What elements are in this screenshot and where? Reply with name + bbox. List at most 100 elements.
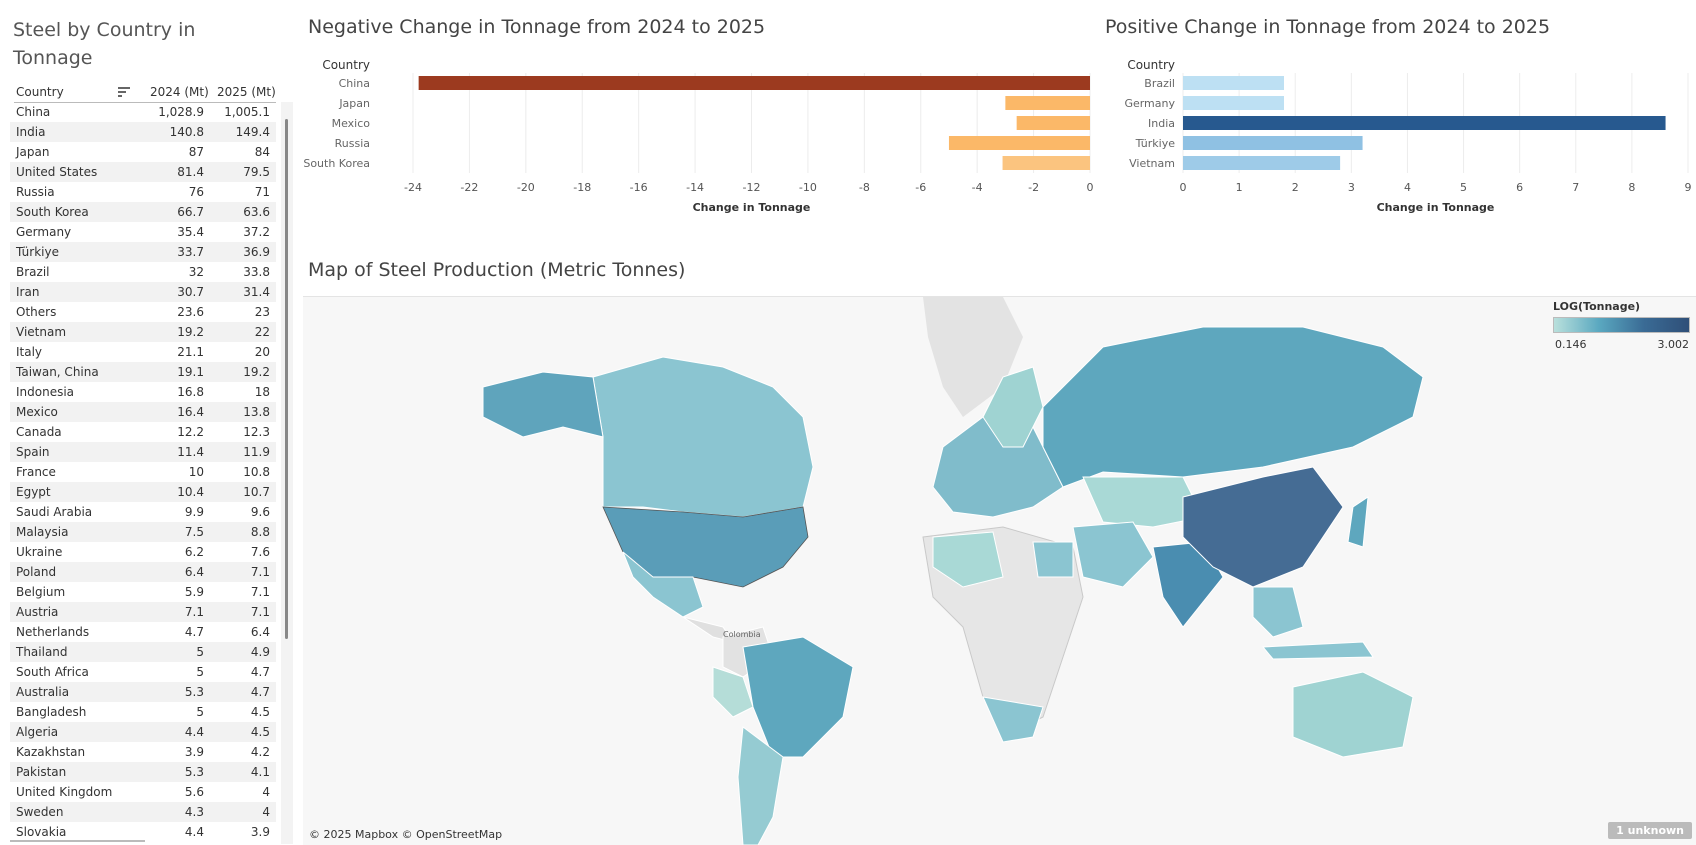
cell-2025: 20 xyxy=(254,345,270,359)
table-row[interactable]: Slovakia 4.4 3.9 xyxy=(10,822,276,842)
region-australia[interactable] xyxy=(1292,671,1414,758)
region-kazakhstan[interactable] xyxy=(1082,476,1204,528)
steel-production-map[interactable]: Colombia © 2025 Mapbox © OpenStreetMap 1… xyxy=(303,296,1696,845)
table-row[interactable]: Kazakhstan 3.9 4.2 xyxy=(10,742,276,762)
table-row[interactable]: Canada 12.2 12.3 xyxy=(10,422,276,442)
cell-2024: 140.8 xyxy=(169,125,204,139)
cell-2024: 16.4 xyxy=(177,405,204,419)
table-row[interactable]: Malaysia 7.5 8.8 xyxy=(10,522,276,542)
table-row[interactable]: India 140.8 149.4 xyxy=(10,122,276,142)
category-label: Germany xyxy=(1124,97,1175,110)
table-horizontal-scrollbar[interactable] xyxy=(10,840,145,842)
unknown-badge[interactable]: 1 unknown xyxy=(1608,822,1692,839)
table-row[interactable]: Spain 11.4 11.9 xyxy=(10,442,276,462)
region-argentina[interactable] xyxy=(737,726,784,845)
table-row[interactable]: Thailand 5 4.9 xyxy=(10,642,276,662)
table-row[interactable]: China 1,028.9 1,005.1 xyxy=(10,102,276,122)
region-canada[interactable] xyxy=(592,356,814,518)
table-row[interactable]: Poland 6.4 7.1 xyxy=(10,562,276,582)
cell-2025: 37.2 xyxy=(243,225,270,239)
cell-2025: 10.7 xyxy=(243,485,270,499)
table-row[interactable]: Japan 87 84 xyxy=(10,142,276,162)
cell-2025: 13.8 xyxy=(243,405,270,419)
region-alaska[interactable] xyxy=(482,371,604,438)
bar[interactable] xyxy=(418,76,1090,90)
cell-2025: 4 xyxy=(262,805,270,819)
table-row[interactable]: Italy 21.1 20 xyxy=(10,342,276,362)
region-japan[interactable] xyxy=(1347,495,1369,548)
table-row[interactable]: Netherlands 4.7 6.4 xyxy=(10,622,276,642)
negative-chart-title: Negative Change in Tonnage from 2024 to … xyxy=(308,16,766,38)
table-row[interactable]: Mexico 16.4 13.8 xyxy=(10,402,276,422)
table-row[interactable]: United Kingdom 5.6 4 xyxy=(10,782,276,802)
category-label: China xyxy=(339,77,370,90)
cell-country: United Kingdom xyxy=(16,785,113,799)
table-row[interactable]: South Korea 66.7 63.6 xyxy=(10,202,276,222)
table-scrollbar[interactable] xyxy=(281,102,293,844)
cell-country: India xyxy=(16,125,46,139)
bar[interactable] xyxy=(1183,116,1666,130)
region-egypt[interactable] xyxy=(1032,541,1074,578)
table-scroll-thumb[interactable] xyxy=(285,119,288,639)
region-algeria[interactable] xyxy=(932,531,1004,588)
bar[interactable] xyxy=(1183,76,1284,90)
table-title: Steel by Country in Tonnage xyxy=(13,19,196,69)
bar[interactable] xyxy=(1183,136,1363,150)
table-row[interactable]: Vietnam 19.2 22 xyxy=(10,322,276,342)
cell-country: Ukraine xyxy=(16,545,63,559)
bar[interactable] xyxy=(1005,96,1090,110)
header-country[interactable]: Country xyxy=(16,85,64,99)
table-row[interactable]: Iran 30.7 31.4 xyxy=(10,282,276,302)
region-south-africa[interactable] xyxy=(982,696,1044,743)
table-row[interactable]: Russia 76 71 xyxy=(10,182,276,202)
header-2024[interactable]: 2024 (Mt) xyxy=(150,85,209,99)
table-row[interactable]: Belgium 5.9 7.1 xyxy=(10,582,276,602)
table-row[interactable]: Algeria 4.4 4.5 xyxy=(10,722,276,742)
table-row[interactable]: Bangladesh 5 4.5 xyxy=(10,702,276,722)
region-china[interactable] xyxy=(1182,466,1344,588)
table-row[interactable]: Pakistan 5.3 4.1 xyxy=(10,762,276,782)
table-row[interactable]: France 10 10.8 xyxy=(10,462,276,482)
cell-country: United States xyxy=(16,165,98,179)
table-row[interactable]: United States 81.4 79.5 xyxy=(10,162,276,182)
tick-label: 9 xyxy=(1685,181,1692,194)
table-row[interactable]: Others 23.6 23 xyxy=(10,302,276,322)
cell-country: Germany xyxy=(16,225,72,239)
region-brazil[interactable] xyxy=(742,636,854,758)
region-mexico[interactable] xyxy=(622,551,704,618)
table-row[interactable]: Germany 35.4 37.2 xyxy=(10,222,276,242)
tick-label: 3 xyxy=(1348,181,1355,194)
region-southeast-asia[interactable] xyxy=(1252,586,1304,638)
table-row[interactable]: Sweden 4.3 4 xyxy=(10,802,276,822)
region-russia[interactable] xyxy=(1042,326,1424,488)
table-row[interactable]: South Africa 5 4.7 xyxy=(10,662,276,682)
world-map[interactable]: Colombia xyxy=(303,297,1696,845)
table-row[interactable]: Brazil 32 33.8 xyxy=(10,262,276,282)
table-row[interactable]: Indonesia 16.8 18 xyxy=(10,382,276,402)
cell-2025: 7.1 xyxy=(250,565,270,579)
sort-icon[interactable] xyxy=(118,87,130,99)
table-row[interactable]: Austria 7.1 7.1 xyxy=(10,602,276,622)
cell-2024: 7.5 xyxy=(184,525,204,539)
region-peru[interactable] xyxy=(712,666,754,718)
bar[interactable] xyxy=(1016,116,1090,130)
cell-2024: 4.3 xyxy=(184,805,204,819)
table-row[interactable]: Egypt 10.4 10.7 xyxy=(10,482,276,502)
tick-label: -24 xyxy=(404,181,422,194)
bar[interactable] xyxy=(1183,96,1284,110)
cell-2024: 10.4 xyxy=(177,485,204,499)
cell-country: Indonesia xyxy=(16,385,75,399)
bar[interactable] xyxy=(948,136,1090,150)
bar[interactable] xyxy=(1183,156,1341,170)
table-row[interactable]: Taiwan, China 19.1 19.2 xyxy=(10,362,276,382)
cell-2025: 10.8 xyxy=(243,465,270,479)
region-middle-east[interactable] xyxy=(1072,521,1154,588)
table-row[interactable]: Australia 5.3 4.7 xyxy=(10,682,276,702)
region-indonesia[interactable] xyxy=(1261,641,1374,660)
header-2025[interactable]: 2025 (Mt) xyxy=(217,85,276,99)
cell-2024: 5 xyxy=(196,665,204,679)
table-row[interactable]: Ukraine 6.2 7.6 xyxy=(10,542,276,562)
table-row[interactable]: Türkiye 33.7 36.9 xyxy=(10,242,276,262)
bar[interactable] xyxy=(1002,156,1090,170)
table-row[interactable]: Saudi Arabia 9.9 9.6 xyxy=(10,502,276,522)
